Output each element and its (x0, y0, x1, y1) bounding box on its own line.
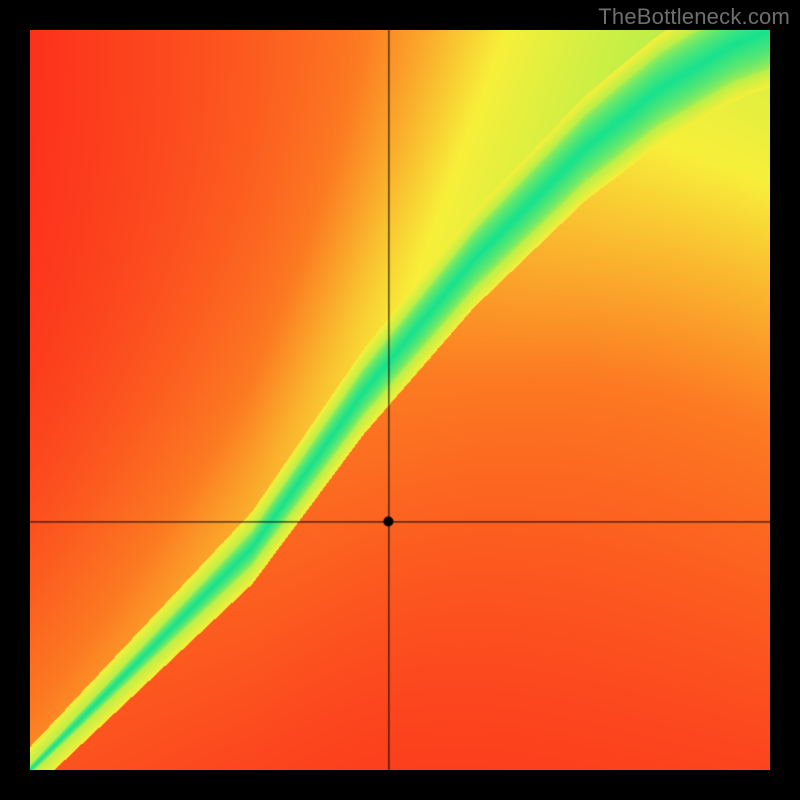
heatmap-canvas (30, 30, 770, 770)
chart-stage: TheBottleneck.com (0, 0, 800, 800)
watermark-text: TheBottleneck.com (598, 4, 790, 30)
